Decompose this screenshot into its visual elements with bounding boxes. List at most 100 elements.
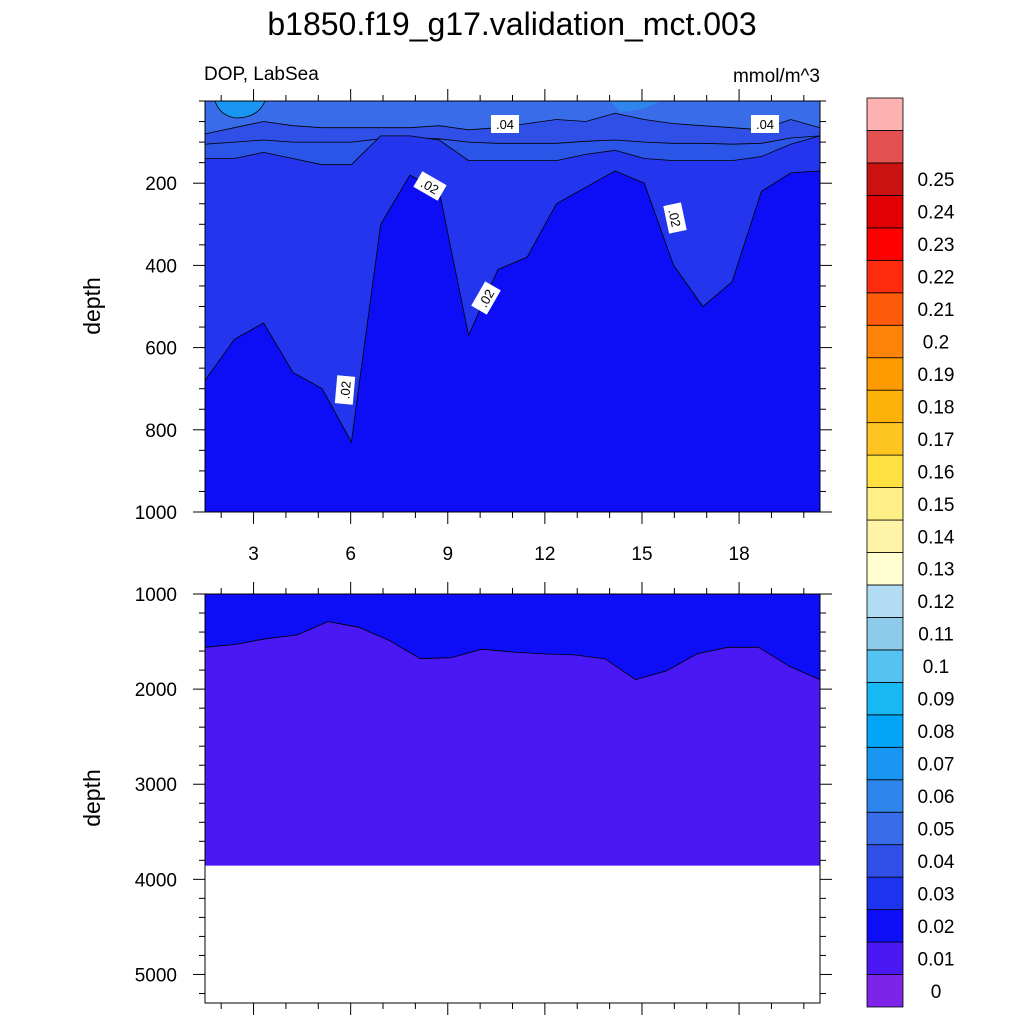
y-axis-title: depth [79,277,105,335]
contour-label-bg [751,115,779,133]
colorbar-box [866,779,904,813]
colorbar: 0 0.01 0.02 0.03 0.04 0.05 0.06 0.07 0.08 0.09 0.1… [866,97,955,1008]
colorbar-label: 0.2 [923,332,949,353]
colorbar-box [866,681,904,716]
colorbar-label: 0.11 [918,625,954,646]
y-tick-label: 800 [145,421,177,442]
colorbar-box [866,259,904,294]
chart-title: b1850.f19_g17.validation_mct.003 [267,6,757,42]
contour-label-text: .04 [496,117,514,132]
contour-label: .04 [491,115,519,133]
colorbar-box [866,130,904,164]
contour-label-bg [663,202,687,234]
y-tick-label: 1000 [135,585,177,606]
colorbar-box [866,389,904,424]
y-tick-label: 2000 [135,680,177,701]
y-tick-label: 200 [145,174,177,195]
x-tick-label: 18 [729,544,750,565]
contour-label: .02 [334,375,356,405]
colorbar-box [866,162,904,196]
colorbar-label: 0.01 [918,949,955,970]
colorbar-label: 0 [931,982,942,1003]
contour-label-bg [413,171,447,201]
contour-label: .02 [413,171,447,201]
upper-surface-max-patch [214,100,266,119]
colorbar-box [866,876,904,911]
colorbar-box [866,844,904,878]
colorbar-label: 0.03 [918,884,955,905]
colorbar-box [866,454,904,488]
x-tick-label: 9 [442,544,453,565]
colorbar-label: 0.08 [918,722,955,743]
upper-contour-line-0.02-0.03 [205,135,821,166]
contour-label-text: .02 [337,380,354,399]
colorbar-box [866,292,904,326]
colorbar-box [866,227,904,261]
x-tick-label: 12 [534,544,555,565]
colorbar-label: 0.14 [918,527,955,548]
contour-label: .02 [471,281,501,315]
contour-label-bg [334,375,356,405]
colorbar-label: 0.1 [923,657,949,678]
colorbar-box [866,97,904,131]
y-tick-label: 1000 [135,503,177,524]
colorbar-box [866,617,904,651]
upper-panel: .04 .04 .02 .02 .02 .02 3 6 9 12 15 18 200 400 600 800 1… [79,89,832,565]
colorbar-box [866,487,904,521]
colorbar-label: 0.21 [918,300,955,321]
x-tick-label: 6 [345,544,356,565]
y-axis-title: depth [79,769,105,827]
colorbar-box [866,746,904,781]
contour-label-bg [491,115,519,133]
colorbar-box [866,324,904,359]
colorbar-box [866,649,904,683]
colorbar-label: 0.22 [918,268,955,289]
colorbar-label: 0.15 [918,495,955,516]
colorbar-box [866,519,904,553]
contour-label-bg [471,281,501,315]
colorbar-label: 0.06 [918,787,955,808]
colorbar-label: 0.07 [918,755,955,776]
variable-region-label: DOP, LabSea [204,64,319,85]
upper-contour-line-0.03-0.04 [204,135,821,145]
contour-label: .02 [663,202,687,234]
contour-label-text: .02 [665,208,683,229]
colorbar-box [866,194,904,229]
colorbar-label: 0.13 [918,560,955,581]
colorbar-label: 0.17 [918,430,955,451]
colorbar-label: 0.02 [918,917,955,938]
colorbar-label: 0.23 [918,235,955,256]
colorbar-label: 0.25 [918,170,955,191]
colorbar-box [866,714,904,748]
y-tick-label: 400 [145,256,177,277]
y-tick-label: 600 [145,339,177,360]
upper-contour-line-0.01-0.02 [204,170,821,444]
upper-surface-patch-2 [610,101,660,112]
colorbar-box [866,941,904,975]
contour-label-text: .04 [756,117,774,132]
colorbar-label: 0.19 [918,365,955,386]
upper-region-0.01-0.02 [205,170,820,512]
colorbar-box [866,974,904,1008]
colorbar-box [866,422,904,456]
x-tick-label: 3 [248,544,259,565]
colorbar-box [866,811,904,846]
colorbar-box [866,357,904,391]
y-tick-label: 3000 [135,775,177,796]
y-tick-label: 4000 [135,870,177,891]
lower-region-0-0.01 [205,621,820,866]
colorbar-label: 0.05 [918,819,955,840]
colorbar-label: 0.18 [918,397,955,418]
colorbar-label: 0.09 [918,690,955,711]
colorbar-label: 0.12 [918,592,955,613]
colorbar-label: 0.24 [918,203,955,224]
colorbar-box [866,584,904,618]
colorbar-label: 0.16 [918,462,955,483]
contour-label: .04 [751,115,779,133]
colorbar-box [866,909,904,943]
lower-contour-line [204,621,821,681]
units-label: mmol/m^3 [732,66,820,87]
y-tick-label: 5000 [135,965,177,986]
colorbar-label: 0.04 [918,852,955,873]
